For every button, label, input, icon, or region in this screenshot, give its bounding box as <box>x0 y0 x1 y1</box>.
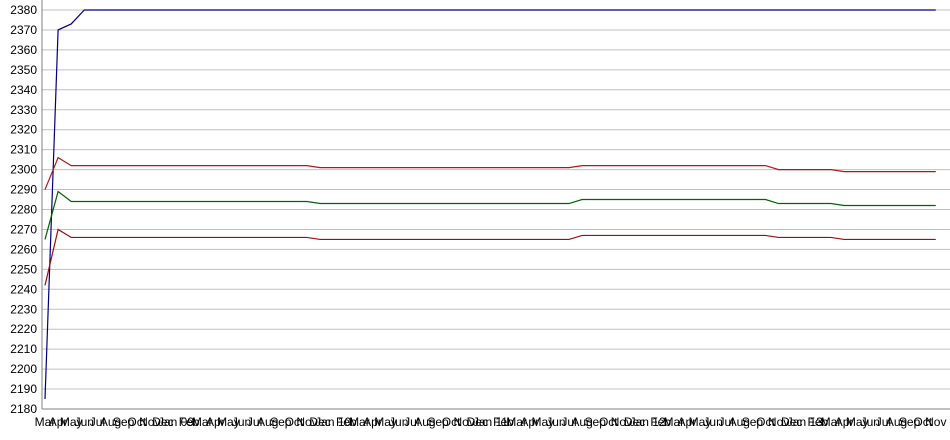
y-tick-label: 2330 <box>10 103 37 117</box>
x-tick-label: May <box>531 415 554 429</box>
y-tick-label: 2250 <box>10 262 37 276</box>
x-tick-label: Mar <box>506 415 527 429</box>
x-tick-label: Jan 09 <box>158 415 194 429</box>
x-tick-label: Oct <box>285 415 304 429</box>
y-tick-label: 2220 <box>10 322 37 336</box>
x-tick-label: Sep <box>899 415 921 429</box>
series-line <box>44 156 936 190</box>
x-tick-label: Mar <box>821 415 842 429</box>
y-tick-label: 2320 <box>10 123 37 137</box>
x-tick-label: May <box>846 415 869 429</box>
x-tick-label: Apr <box>678 415 697 429</box>
y-tick-label: 2240 <box>10 282 37 296</box>
x-tick-label: Aug <box>100 415 121 429</box>
x-tick-label: Mar <box>349 415 370 429</box>
x-tick-label: Nov <box>768 415 789 429</box>
x-tick-label: May <box>374 415 397 429</box>
x-tick-label: Mar <box>663 415 684 429</box>
x-tick-label: Feb <box>493 415 514 429</box>
x-tick-label: Jun <box>232 415 251 429</box>
x-tick-label: Oct <box>913 415 932 429</box>
y-tick-label: 2370 <box>10 23 37 37</box>
x-tick-label: Jul <box>719 415 734 429</box>
y-tick-label: 2180 <box>10 402 37 416</box>
y-tick-label: 2280 <box>10 203 37 217</box>
x-tick-label: Nov <box>611 415 632 429</box>
x-tick-label: Aug <box>414 415 435 429</box>
y-tick-label: 2300 <box>10 163 37 177</box>
x-tick-label: Feb <box>179 415 200 429</box>
x-tick-label: Oct <box>756 415 775 429</box>
y-tick-label: 2290 <box>10 183 37 197</box>
x-tick-label: Feb <box>336 415 357 429</box>
x-tick-label: Apr <box>206 415 225 429</box>
x-tick-label: Dec <box>309 415 330 429</box>
x-tick-label: Jan 11 <box>473 415 508 429</box>
x-tick-label: Jan 12 <box>630 415 666 429</box>
y-tick-label: 2190 <box>10 382 37 396</box>
x-tick-label: Jul <box>561 415 576 429</box>
y-tick-label: 2310 <box>10 143 37 157</box>
x-tick-label: Sep <box>113 415 135 429</box>
x-tick-label: Sep <box>270 415 292 429</box>
y-tick-label: 2270 <box>10 222 37 236</box>
x-tick-label: Jun <box>546 415 565 429</box>
x-tick-label: Feb <box>808 415 829 429</box>
x-tick-label: Jan 13 <box>787 415 823 429</box>
x-tick-label: Apr <box>49 415 68 429</box>
series-line <box>44 190 936 240</box>
x-tick-label: May <box>217 415 240 429</box>
x-tick-label: Aug <box>886 415 907 429</box>
x-tick-label: Dec <box>624 415 645 429</box>
x-tick-label: May <box>689 415 712 429</box>
series-line <box>44 228 936 286</box>
x-tick-label: Dec <box>781 415 802 429</box>
y-tick-label: 2360 <box>10 43 37 57</box>
y-tick-label: 2340 <box>10 83 37 97</box>
x-tick-label: Jun <box>389 415 408 429</box>
x-tick-label: Jun <box>703 415 722 429</box>
y-tick-label: 2260 <box>10 242 37 256</box>
x-tick-label: Jan 10 <box>315 415 351 429</box>
x-tick-label: Nov <box>454 415 475 429</box>
x-tick-label: Apr <box>835 415 854 429</box>
x-tick-label: Nov <box>925 415 946 429</box>
x-tick-label: Mar <box>192 415 213 429</box>
x-tick-label: Jun <box>861 415 880 429</box>
x-tick-label: Aug <box>257 415 278 429</box>
x-tick-label: May <box>60 415 83 429</box>
x-tick-label: Jul <box>90 415 105 429</box>
x-tick-label: Sep <box>742 415 764 429</box>
y-tick-label: 2380 <box>10 3 37 17</box>
x-tick-label: Aug <box>571 415 592 429</box>
x-tick-label: Sep <box>585 415 607 429</box>
x-tick-label: Jul <box>247 415 262 429</box>
x-tick-label: Aug <box>729 415 750 429</box>
x-tick-label: Nov <box>296 415 317 429</box>
x-tick-label: Oct <box>442 415 461 429</box>
x-tick-label: Apr <box>520 415 539 429</box>
x-tick-label: Mar <box>35 415 56 429</box>
x-tick-label: Oct <box>127 415 146 429</box>
x-tick-label: Feb <box>650 415 671 429</box>
y-tick-label: 2350 <box>10 63 37 77</box>
x-tick-label: Nov <box>139 415 160 429</box>
y-tick-label: 2200 <box>10 362 37 376</box>
x-tick-label: Jul <box>404 415 419 429</box>
x-tick-label: Dec <box>467 415 488 429</box>
x-tick-label: Sep <box>427 415 449 429</box>
x-tick-label: Oct <box>599 415 618 429</box>
x-tick-label: Jun <box>75 415 94 429</box>
series-line <box>44 9 936 400</box>
y-tick-label: 2230 <box>10 302 37 316</box>
x-tick-label: Dec <box>152 415 173 429</box>
x-tick-label: Jul <box>876 415 891 429</box>
x-tick-label: Apr <box>363 415 382 429</box>
y-tick-label: 2210 <box>10 342 37 356</box>
